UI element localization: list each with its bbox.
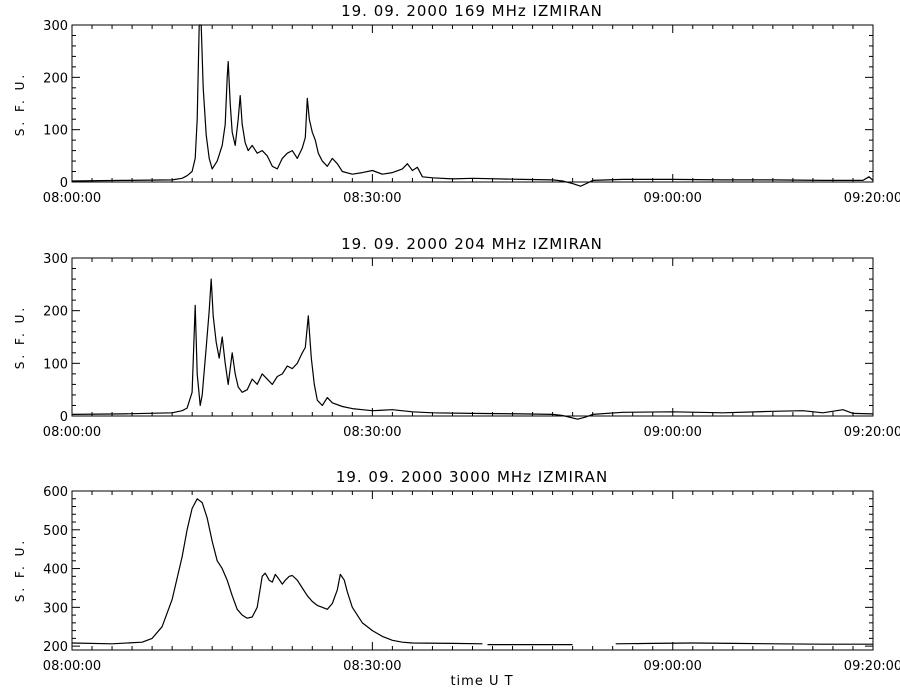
chart-panel-169mhz: 19. 09. 2000 169 MHz IZMIRAN S. F. U. 0 1… [13,2,900,206]
plot-frame [71,24,874,183]
y-tick-label: 200 [43,305,68,320]
y-tick-label: 400 [43,563,68,578]
x-tick-label: 08:00:00 [43,191,101,206]
x-tick-label: 08:30:00 [343,659,401,674]
y-tick-label: 600 [43,485,68,500]
x-tick-label: 09:20:00 [844,425,900,440]
y-tick-label: 200 [43,71,68,86]
y-axis-label: S. F. U. [13,72,27,136]
chart-panel-3000mhz: 19. 09. 2000 3000 MHz IZMIRAN S. F. U. 2… [13,468,900,674]
y-tick-label: 0 [60,410,68,425]
y-axis-label: S. F. U. [13,305,27,369]
chart-title: 19. 09. 2000 3000 MHz IZMIRAN [336,468,608,486]
x-tick-label: 09:00:00 [644,425,702,440]
series-line [71,278,874,420]
y-tick-label: 200 [43,640,68,655]
y-tick-label: 100 [43,124,68,139]
y-tick-label: 300 [43,252,68,267]
chart-panel-204mhz: 19. 09. 2000 204 MHz IZMIRAN S. F. U. 0 1… [13,235,900,440]
plot-area: 0 100 200 300 08:00:00 08:30:00 09:00:00 09:20:… [43,19,900,206]
plot-area: 200 300 400 500 600 08:00:00 08:30:00 09:00:00 0… [43,485,900,674]
x-tick-label: 08:30:00 [343,425,401,440]
y-tick-label: 300 [43,601,68,616]
y-tick-label: 0 [60,176,68,191]
x-tick-label: 08:00:00 [43,659,101,674]
x-tick-label: 09:20:00 [844,191,900,206]
y-tick-label: 500 [43,524,68,539]
y-tick-label: 100 [43,357,68,372]
plot-frame [71,490,874,651]
chart-title: 19. 09. 2000 204 MHz IZMIRAN [341,235,603,253]
x-tick-label: 08:00:00 [43,425,101,440]
y-tick-label: 300 [43,19,68,34]
figure-x-axis-label: time U T [450,674,513,689]
series-line [71,498,873,646]
x-tick-label: 09:20:00 [844,659,900,674]
plot-area: 0 100 200 300 08:00:00 08:30:00 09:00:00 09:20:… [43,252,900,440]
y-axis-label: S. F. U. [13,538,27,602]
x-tick-label: 09:00:00 [644,659,702,674]
x-tick-label: 09:00:00 [644,191,702,206]
series-line [71,24,874,187]
x-tick-label: 08:30:00 [343,191,401,206]
chart-title: 19. 09. 2000 169 MHz IZMIRAN [341,2,603,20]
